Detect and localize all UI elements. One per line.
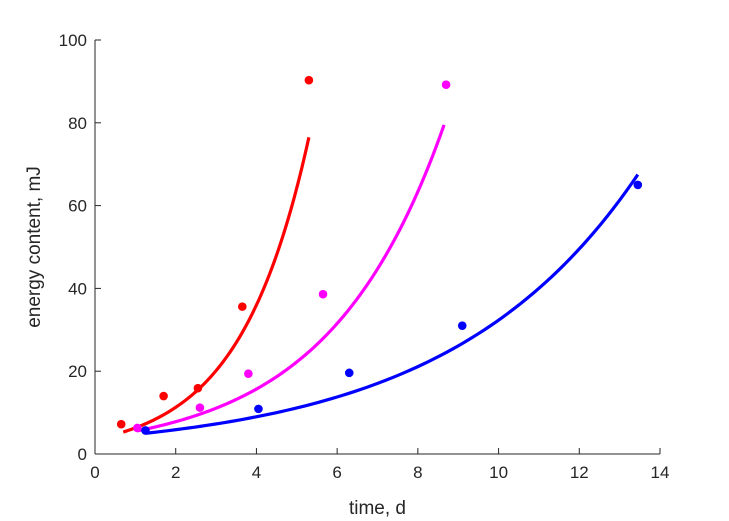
data-point xyxy=(304,75,314,85)
data-point xyxy=(238,302,247,311)
fit-curve-2 xyxy=(137,124,446,433)
x-tick-label: 0 xyxy=(90,463,99,482)
x-tick-label: 14 xyxy=(651,463,670,482)
x-tick-label: 6 xyxy=(332,463,341,482)
data-point xyxy=(133,423,142,433)
data-points xyxy=(116,75,643,435)
data-point xyxy=(195,403,205,412)
data-point xyxy=(344,368,354,378)
y-tick-label: 0 xyxy=(78,445,87,464)
x-tick-label: 12 xyxy=(570,463,589,482)
x-tick-label: 8 xyxy=(413,463,422,482)
y-tick-label: 40 xyxy=(68,279,87,298)
y-tick-label: 80 xyxy=(68,114,87,133)
data-point xyxy=(244,369,253,378)
data-point xyxy=(457,321,467,330)
data-point xyxy=(159,391,168,401)
axes: 0 2 4 6 8 10 12 14 0 20 40 60 80 100 xyxy=(59,31,670,482)
data-point xyxy=(318,289,328,299)
data-point xyxy=(254,404,263,414)
fit-curve-3 xyxy=(145,173,640,435)
y-tick-label: 60 xyxy=(68,197,87,216)
data-point xyxy=(116,419,126,429)
x-tick-label: 10 xyxy=(489,463,508,482)
x-tick-label: 4 xyxy=(252,463,261,482)
x-axis-label: time, d xyxy=(349,498,406,519)
data-point xyxy=(141,426,150,435)
data-point xyxy=(441,80,451,90)
x-tick-label: 2 xyxy=(171,463,180,482)
y-tick-label: 100 xyxy=(59,31,87,50)
y-axis-label: energy content, mJ xyxy=(24,166,45,328)
y-tick-label: 20 xyxy=(68,362,87,381)
data-point xyxy=(193,383,203,393)
fit-curve-1 xyxy=(122,136,311,434)
fit-curves xyxy=(122,124,640,435)
data-point xyxy=(633,180,643,190)
